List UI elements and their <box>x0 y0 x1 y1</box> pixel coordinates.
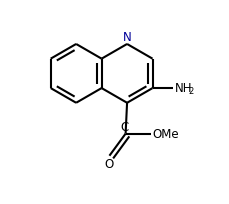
Text: O: O <box>105 157 114 170</box>
Text: NH: NH <box>174 82 192 95</box>
Text: OMe: OMe <box>152 127 178 140</box>
Text: N: N <box>123 31 131 44</box>
Text: 2: 2 <box>188 87 194 96</box>
Text: C: C <box>121 120 129 133</box>
